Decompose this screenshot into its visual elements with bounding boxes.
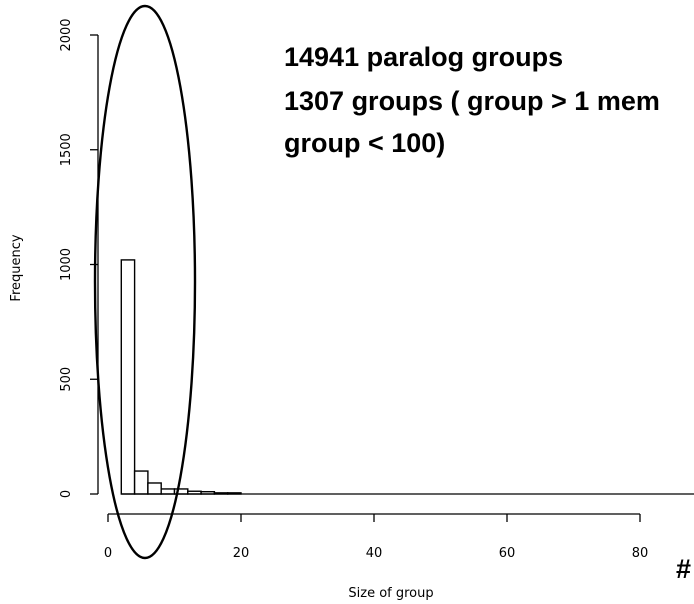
histogram-bar [133,470,149,495]
annotation-hash: # [676,554,691,584]
histogram-bar [160,488,176,495]
x-tick-label: 0 [104,546,112,561]
x-tick-label: 60 [499,546,516,561]
y-tick-label: 500 [59,367,74,392]
annotation-line-2: 1307 groups ( group > 1 mem [284,86,660,116]
x-tick-label: 80 [632,546,649,561]
highlight-ellipse [93,4,197,560]
histogram-bar [147,482,162,495]
y-ticks-group: 0 500 1000 1500 2000 [59,18,98,498]
y-tick-label: 1500 [59,133,74,166]
y-tick-label: 2000 [59,18,74,51]
y-tick-label: 0 [59,490,74,498]
y-axis-title: Frequency [9,234,24,301]
histogram-bar [120,259,136,495]
annotation-line-3: group < 100) [284,128,445,158]
bars-group [120,259,242,495]
x-tick-label: 20 [233,546,250,561]
y-tick-label: 1000 [59,248,74,281]
x-axis-title: Size of group [348,586,433,601]
x-ticks-group: 0 20 40 60 80 [104,514,648,561]
x-tick-label: 40 [366,546,383,561]
annotation-line-1: 14941 paralog groups [284,42,563,72]
